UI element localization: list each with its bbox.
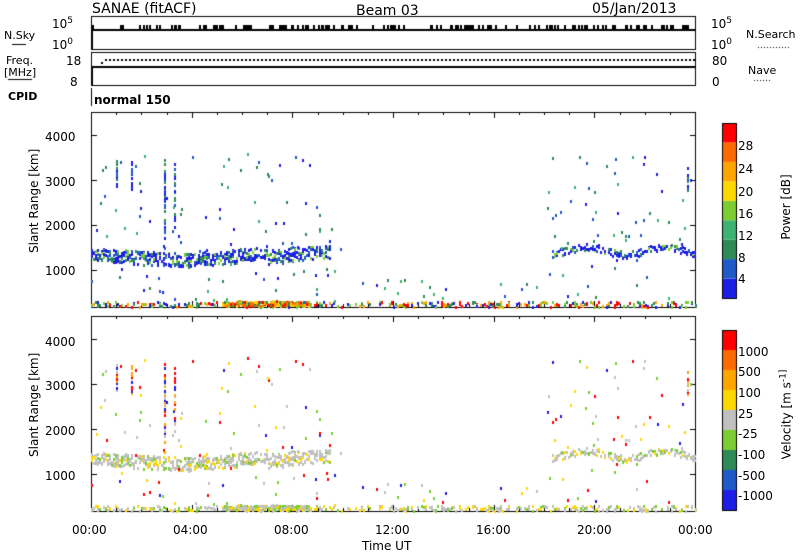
xtick-0: 00:00 [72, 523, 107, 537]
power-cb-tick-20: 20 [738, 185, 754, 199]
velocity-cb-tick-neg500: -500 [738, 469, 766, 483]
velocity-colorbar-label: Velocity [m s-1] [778, 369, 794, 460]
velocity-ytick-2000: 2000 [45, 424, 76, 438]
xtick-6: 00:00 [678, 523, 713, 537]
power-ytick-1000: 1000 [45, 264, 76, 278]
nsearch-label: N.Search [746, 28, 796, 41]
power-cb-tick-28: 28 [738, 139, 754, 153]
beam-label: Beam 03 [356, 3, 419, 19]
velocity-cb-tick-25: 25 [738, 407, 754, 421]
power-ytick-4000: 4000 [45, 130, 76, 144]
nsky-tick-bottom: 100 [52, 37, 74, 52]
xtick-4: 16:00 [476, 523, 511, 537]
power-ylabel: Slant Range [km] [27, 148, 41, 253]
nave-tick-top: 80 [712, 54, 728, 68]
power-cb-tick-16: 16 [738, 207, 754, 221]
velocity-ytick-3000: 3000 [45, 379, 76, 393]
power-ytick-3000: 3000 [45, 175, 76, 189]
freq-unit-label: [MHz] [4, 66, 37, 79]
xtick-5: 20:00 [577, 523, 612, 537]
freq-tick-top: 18 [66, 54, 82, 68]
nsearch-tick-bottom: 100 [711, 37, 733, 52]
power-cb-tick-8: 8 [738, 251, 746, 265]
power-cb-tick-12: 12 [738, 229, 754, 243]
velocity-ytick-1000: 1000 [45, 469, 76, 483]
power-cb-tick-4: 4 [738, 272, 746, 286]
cpid-value: normal 150 [94, 93, 171, 107]
nsearch-tick-top: 105 [711, 16, 733, 31]
xtick-2: 08:00 [274, 523, 309, 537]
nave-tick-bottom: 0 [712, 75, 720, 89]
xtick-1: 04:00 [173, 523, 208, 537]
velocity-cb-tick-neg1000: -1000 [738, 489, 773, 503]
velocity-cb-tick-neg25: -25 [738, 427, 758, 441]
velocity-ytick-4000: 4000 [45, 335, 76, 349]
velocity-cb-tick-1000: 1000 [738, 345, 769, 359]
cpid-label: CPID [8, 90, 38, 103]
velocity-cb-tick-100: 100 [738, 386, 761, 400]
velocity-cb-tick-500: 500 [738, 365, 761, 379]
freq-tick-bottom: 8 [70, 75, 78, 89]
nsky-label: N.Sky [4, 29, 36, 42]
power-ytick-2000: 2000 [45, 219, 76, 233]
velocity-ylabel: Slant Range [km] [27, 352, 41, 457]
freq-label: Freq. [6, 54, 34, 67]
xaxis-label: Time UT [362, 539, 412, 553]
power-colorbar-label: Power [dB] [779, 174, 793, 240]
date-label: 05/Jan/2013 [592, 1, 677, 17]
nave-label: Nave [748, 64, 777, 77]
velocity-cb-tick-neg100: -100 [738, 448, 766, 462]
nsky-tick-top: 105 [52, 16, 74, 31]
power-cb-tick-24: 24 [738, 162, 754, 176]
xtick-3: 12:00 [375, 523, 410, 537]
station-title: SANAE (fitACF) [92, 1, 197, 17]
